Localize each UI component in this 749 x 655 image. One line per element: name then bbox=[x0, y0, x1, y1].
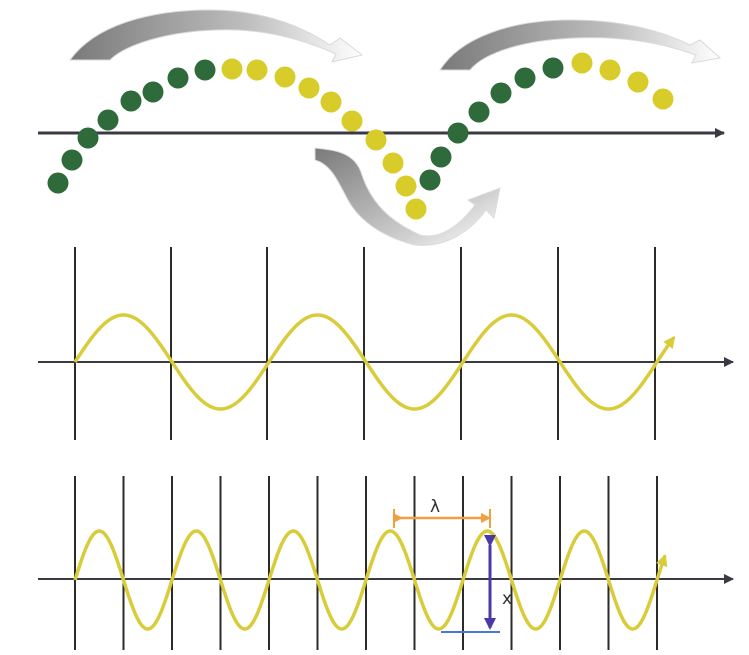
particle-dot-green bbox=[490, 82, 512, 104]
particle-dot-yellow bbox=[382, 152, 404, 174]
particle-dot-green bbox=[167, 67, 189, 89]
particle-dot-yellow bbox=[221, 58, 243, 80]
motion-arrow-left bbox=[69, 9, 364, 63]
particle-dot-yellow bbox=[571, 52, 593, 74]
particle-dot-yellow bbox=[341, 110, 363, 132]
particle-dot-yellow bbox=[405, 198, 427, 220]
particle-dot-yellow bbox=[395, 175, 417, 197]
gridlines-middle bbox=[74, 247, 656, 440]
wavelength-marker bbox=[393, 509, 491, 528]
particle-dot-yellow bbox=[599, 59, 621, 81]
particle-dot-green bbox=[447, 122, 469, 144]
particle-dot-green bbox=[120, 90, 142, 112]
particle-dot-yellow bbox=[246, 59, 268, 81]
wavelength-label: λ bbox=[430, 497, 440, 517]
particle-dot-yellow bbox=[298, 77, 320, 99]
particle-dot-green bbox=[97, 109, 119, 131]
dot-wave bbox=[47, 52, 674, 220]
wave-low-frequency bbox=[73, 313, 676, 411]
particle-dot-green bbox=[142, 81, 164, 103]
particle-dot-yellow bbox=[627, 71, 649, 93]
particle-dot-green bbox=[194, 59, 216, 81]
particle-dot-yellow bbox=[320, 91, 342, 113]
wave-high-frequency bbox=[73, 529, 668, 631]
particle-dot-green bbox=[77, 127, 99, 149]
amplitude-label: x bbox=[502, 589, 512, 609]
particle-dot-yellow bbox=[652, 88, 674, 110]
particle-dot-green bbox=[47, 172, 69, 194]
amplitude-marker bbox=[441, 535, 500, 633]
particle-dot-green bbox=[61, 149, 83, 171]
motion-arrow-bottom bbox=[314, 147, 501, 246]
motion-arrow-right bbox=[439, 19, 722, 71]
particle-dot-green bbox=[468, 101, 490, 123]
gridlines-bottom bbox=[74, 476, 658, 650]
particle-dot-yellow bbox=[365, 129, 387, 151]
particle-dot-green bbox=[419, 169, 441, 191]
particle-dot-yellow bbox=[274, 66, 296, 88]
particle-dot-green bbox=[430, 146, 452, 168]
particle-dot-green bbox=[542, 57, 564, 79]
particle-dot-green bbox=[514, 67, 536, 89]
